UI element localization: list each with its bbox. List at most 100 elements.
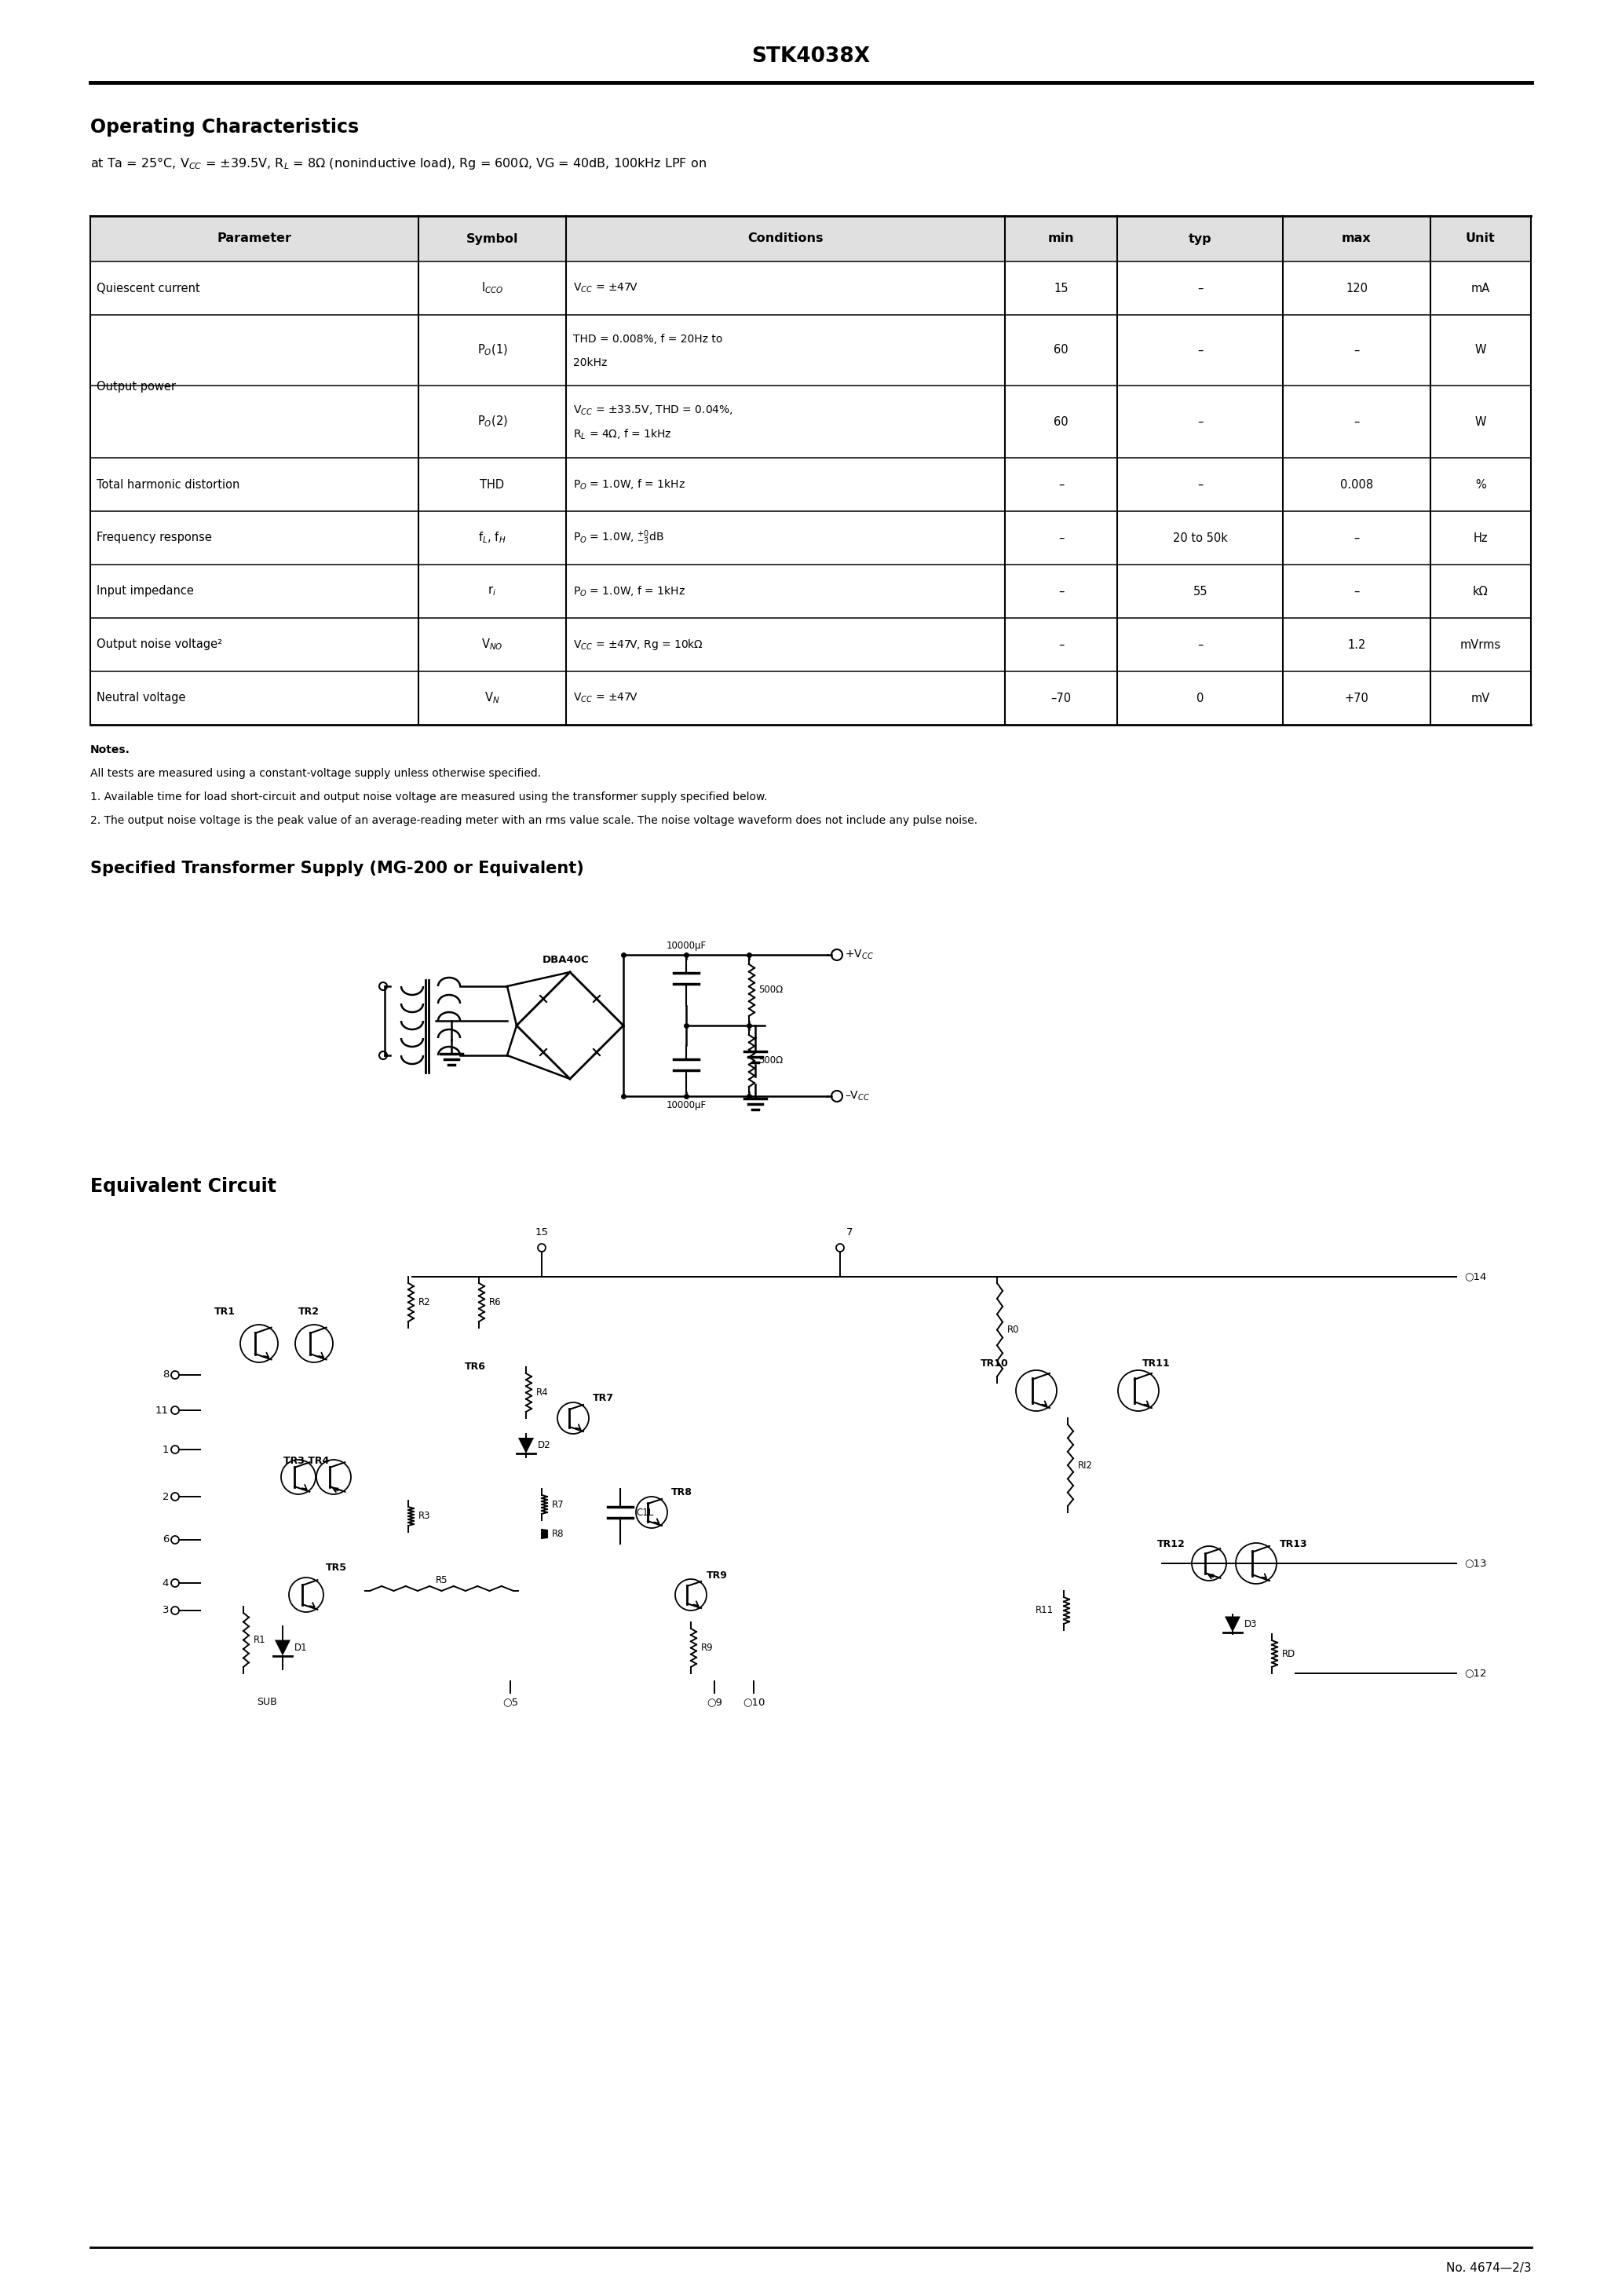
Text: Specified Transformer Supply (MG-200 or Equivalent): Specified Transformer Supply (MG-200 or … (91, 861, 584, 877)
Text: RD: RD (1281, 1649, 1296, 1658)
Text: Notes.: Notes. (91, 744, 130, 755)
Text: ○13: ○13 (1465, 1559, 1487, 1568)
Text: No. 4674—2/3: No. 4674—2/3 (1447, 2262, 1531, 2275)
Text: 20 to 50k: 20 to 50k (1173, 533, 1228, 544)
Text: –: – (1197, 416, 1204, 427)
Text: 120: 120 (1346, 282, 1367, 294)
Text: 15: 15 (1054, 282, 1069, 294)
Text: D3: D3 (1244, 1619, 1257, 1630)
Text: V$_{CC}$ = ±47V: V$_{CC}$ = ±47V (573, 282, 637, 294)
Text: D1: D1 (295, 1642, 308, 1653)
Text: TR1: TR1 (214, 1306, 235, 1318)
Text: 55: 55 (1194, 585, 1207, 597)
Text: R$_L$ = 4Ω, f = 1kHz: R$_L$ = 4Ω, f = 1kHz (573, 427, 672, 441)
Text: %: % (1474, 478, 1486, 491)
Text: 10000μF: 10000μF (667, 1100, 706, 1111)
Text: at Ta = 25°C, V$_{CC}$ = ±39.5V, R$_L$ = 8Ω (noninductive load), Rg = 600Ω, VG =: at Ta = 25°C, V$_{CC}$ = ±39.5V, R$_L$ =… (91, 156, 707, 172)
Text: R5: R5 (436, 1575, 448, 1584)
Text: R0: R0 (1007, 1325, 1020, 1334)
Text: V$_{CC}$ = ±33.5V, THD = 0.04%,: V$_{CC}$ = ±33.5V, THD = 0.04%, (573, 404, 733, 418)
Text: All tests are measured using a constant-voltage supply unless otherwise specifie: All tests are measured using a constant-… (91, 767, 542, 778)
Text: –: – (1197, 344, 1204, 356)
Text: P$_O$(1): P$_O$(1) (477, 342, 508, 358)
Text: R6: R6 (490, 1297, 501, 1306)
Text: –: – (1059, 478, 1064, 491)
Text: min: min (1048, 232, 1074, 246)
Text: +V$_{CC}$: +V$_{CC}$ (845, 948, 874, 962)
Text: ○14: ○14 (1465, 1272, 1486, 1281)
Text: 8: 8 (162, 1371, 169, 1380)
Text: R7: R7 (551, 1499, 564, 1508)
Text: TR8: TR8 (672, 1488, 693, 1497)
Text: V$_{CC}$ = ±47V: V$_{CC}$ = ±47V (573, 691, 637, 705)
Text: ○9: ○9 (707, 1697, 722, 1708)
Text: Equivalent Circuit: Equivalent Circuit (91, 1178, 276, 1196)
Text: Total harmonic distortion: Total harmonic distortion (97, 478, 240, 491)
Text: V$_{NO}$: V$_{NO}$ (482, 638, 503, 652)
Text: THD = 0.008%, f = 20Hz to: THD = 0.008%, f = 20Hz to (573, 333, 722, 344)
Text: R11: R11 (1035, 1605, 1054, 1616)
Text: –: – (1197, 638, 1204, 650)
Polygon shape (1225, 1616, 1241, 1632)
Text: TR11: TR11 (1142, 1357, 1171, 1368)
Text: R9: R9 (701, 1642, 714, 1653)
Text: 60: 60 (1054, 344, 1069, 356)
Polygon shape (517, 1437, 534, 1453)
Text: Quiescent current: Quiescent current (97, 282, 200, 294)
Text: mVrms: mVrms (1460, 638, 1500, 650)
Text: 20kHz: 20kHz (573, 358, 607, 367)
Text: P$_O$ = 1.0W, $^{+0}_{-3}$dB: P$_O$ = 1.0W, $^{+0}_{-3}$dB (573, 528, 663, 546)
Text: P$_O$(2): P$_O$(2) (477, 416, 508, 429)
Text: 1: 1 (162, 1444, 169, 1456)
Text: RI2: RI2 (1079, 1460, 1093, 1469)
Text: –: – (1197, 282, 1204, 294)
Text: I$_{CCO}$: I$_{CCO}$ (482, 280, 503, 296)
Bar (91, 216, 1531, 262)
Text: 1.2: 1.2 (1348, 638, 1366, 650)
Text: R1: R1 (253, 1635, 266, 1644)
Text: Hz: Hz (1473, 533, 1487, 544)
Text: V$_N$: V$_N$ (485, 691, 500, 705)
Text: D2: D2 (539, 1440, 551, 1451)
Text: P$_O$ = 1.0W, f = 1kHz: P$_O$ = 1.0W, f = 1kHz (573, 478, 684, 491)
Text: –: – (1354, 533, 1359, 544)
Text: R2: R2 (418, 1297, 431, 1306)
Text: 0.008: 0.008 (1340, 478, 1374, 491)
Text: 60: 60 (1054, 416, 1069, 427)
Text: Frequency response: Frequency response (97, 533, 212, 544)
Text: –V$_{CC}$: –V$_{CC}$ (845, 1091, 869, 1102)
Text: W: W (1474, 416, 1486, 427)
Text: 4: 4 (162, 1577, 169, 1589)
Text: +70: +70 (1345, 691, 1369, 705)
Text: THD: THD (480, 478, 504, 491)
Text: TR6: TR6 (464, 1362, 485, 1373)
Polygon shape (274, 1639, 290, 1655)
Text: –: – (1059, 533, 1064, 544)
Text: C1L: C1L (636, 1506, 654, 1518)
Text: TR7: TR7 (592, 1394, 615, 1403)
Text: max: max (1341, 232, 1372, 246)
Text: –: – (1059, 638, 1064, 650)
Text: STK4038X: STK4038X (751, 46, 871, 67)
Text: 500Ω: 500Ω (759, 985, 783, 994)
Text: –: – (1354, 585, 1359, 597)
Text: TR12: TR12 (1158, 1538, 1186, 1550)
Text: 500Ω: 500Ω (759, 1056, 783, 1065)
Text: R4: R4 (537, 1387, 548, 1398)
Text: mV: mV (1471, 691, 1491, 705)
Text: 15: 15 (535, 1228, 548, 1238)
Text: Operating Characteristics: Operating Characteristics (91, 117, 358, 138)
Text: 3: 3 (162, 1605, 169, 1616)
Text: f$_L$, f$_H$: f$_L$, f$_H$ (478, 530, 506, 544)
Text: TR10: TR10 (981, 1357, 1009, 1368)
Text: 2: 2 (162, 1492, 169, 1502)
Text: –70: –70 (1051, 691, 1072, 705)
Text: 6: 6 (162, 1534, 169, 1545)
Text: P$_O$ = 1.0W, f = 1kHz: P$_O$ = 1.0W, f = 1kHz (573, 585, 684, 597)
Text: mA: mA (1471, 282, 1491, 294)
Text: W: W (1474, 344, 1486, 356)
Text: kΩ: kΩ (1473, 585, 1489, 597)
Text: –: – (1059, 585, 1064, 597)
Text: DBA40C: DBA40C (543, 955, 589, 964)
Text: 2. The output noise voltage is the peak value of an average-reading meter with a: 2. The output noise voltage is the peak … (91, 815, 978, 827)
